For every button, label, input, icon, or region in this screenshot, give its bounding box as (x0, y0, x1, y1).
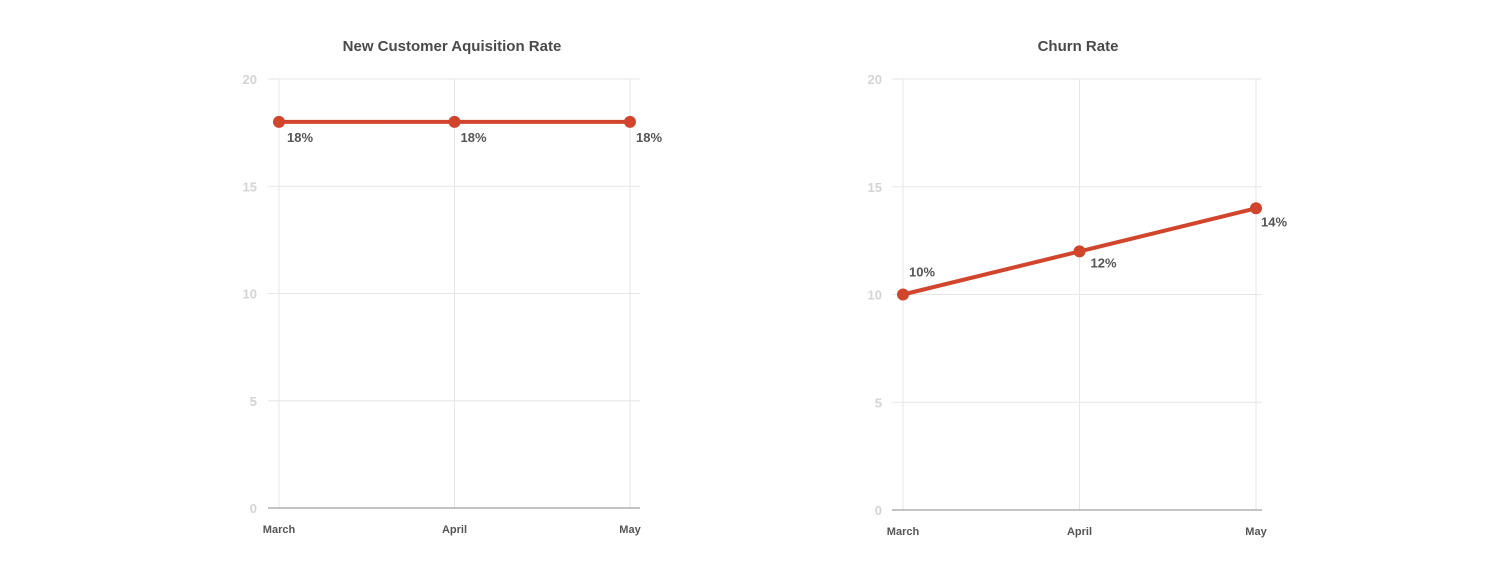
data-label: 14% (1261, 214, 1287, 229)
y-tick-label: 0 (875, 503, 882, 518)
y-tick-label: 20 (243, 72, 257, 87)
y-tick-label: 5 (250, 394, 257, 409)
x-tick-label: May (619, 524, 641, 536)
data-label: 18% (636, 130, 662, 145)
x-tick-label: March (263, 524, 296, 536)
data-point[interactable] (273, 115, 285, 128)
data-point[interactable] (448, 115, 461, 128)
y-tick-label: 5 (875, 395, 882, 410)
x-tick-label: May (1245, 526, 1267, 538)
data-label: 10% (909, 265, 935, 280)
chart-title: New Customer Aquisition Rate (343, 38, 562, 55)
y-tick-label: 10 (243, 287, 257, 302)
y-tick-label: 10 (868, 288, 882, 303)
data-point[interactable] (624, 115, 636, 128)
y-tick-label: 15 (243, 179, 257, 194)
y-tick-label: 15 (868, 180, 882, 195)
y-tick-label: 20 (868, 72, 882, 87)
data-point[interactable] (1250, 202, 1262, 215)
data-label: 18% (461, 130, 487, 145)
y-tick-label: 0 (250, 501, 257, 516)
data-point[interactable] (897, 288, 909, 301)
acquisition-rate-chart: New Customer Aquisition Rate 0 5 10 15 20 Marc… (243, 38, 663, 536)
chart-title: Churn Rate (1038, 38, 1119, 55)
churn-rate-chart: Churn Rate 0 5 10 15 20 March April May 10% 12% 14% (868, 38, 1288, 538)
x-tick-label: April (1067, 526, 1092, 538)
data-point[interactable] (1073, 245, 1086, 258)
data-label: 18% (287, 130, 313, 145)
x-tick-label: March (887, 526, 920, 538)
x-tick-label: April (442, 524, 467, 536)
data-label: 12% (1091, 255, 1117, 270)
